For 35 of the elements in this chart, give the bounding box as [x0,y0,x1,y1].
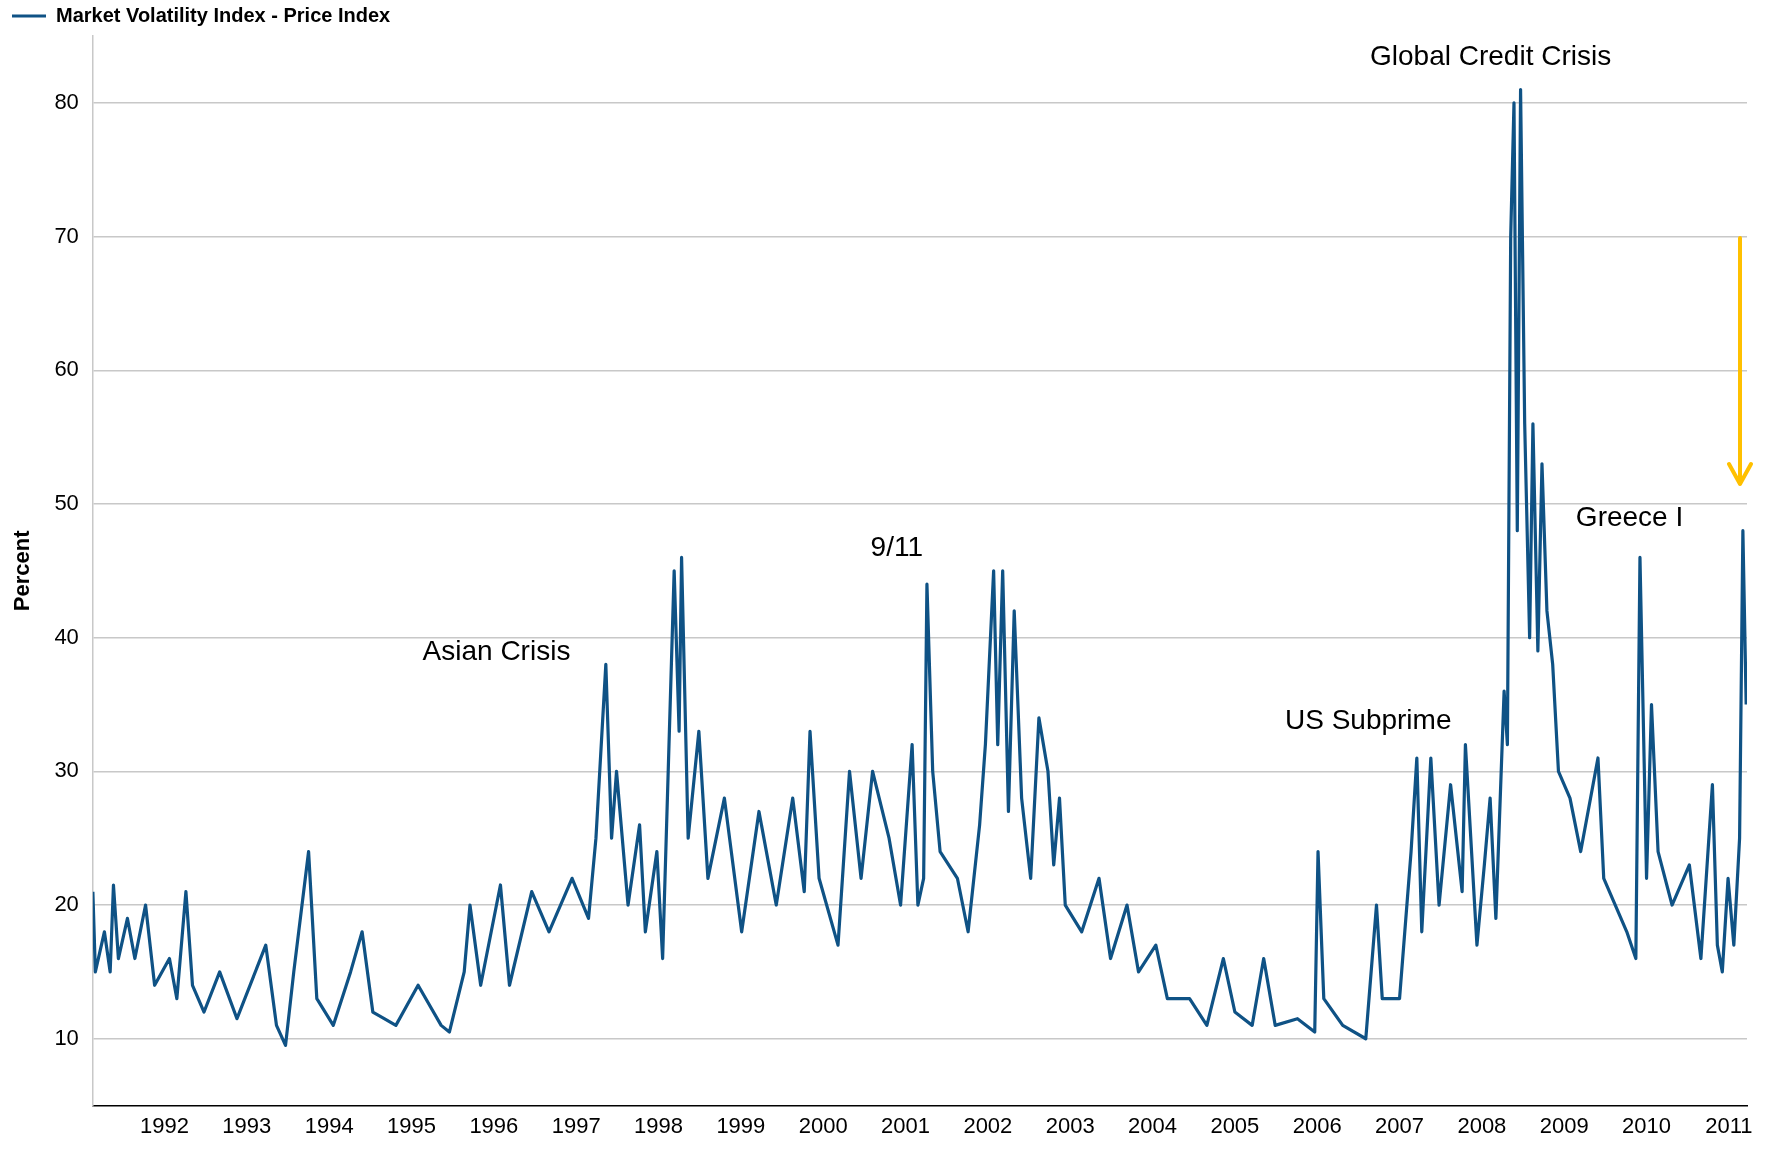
x-tick-label: 2006 [1292,1112,1342,1138]
y-tick-label: 40 [54,623,79,649]
x-tick-label: 2000 [798,1112,848,1138]
x-tick-label: 1996 [469,1112,519,1138]
x-tick-label: 2005 [1210,1112,1260,1138]
y-tick-label: 20 [54,891,79,917]
annotation: Greece I [1575,500,1684,532]
x-tick-label: 2004 [1128,1112,1178,1138]
x-tick-label: 2002 [963,1112,1013,1138]
x-tick-label: 2003 [1045,1112,1095,1138]
y-tick-label: 70 [54,222,79,248]
x-tick-label: 1992 [140,1112,189,1138]
y-tick-label: 80 [54,88,79,114]
annotation: 9/11 [870,530,923,562]
y-tick-label: 10 [54,1024,79,1050]
x-tick-label: 2008 [1457,1112,1507,1138]
x-tick-label: 1995 [387,1112,436,1138]
y-tick-label: 50 [54,490,79,516]
x-tick-label: 2001 [881,1112,930,1138]
x-tick-label: 2009 [1539,1112,1589,1138]
x-tick-label: 1999 [716,1112,766,1138]
annotation: US Subprime [1284,704,1452,736]
legend-label: Market Volatility Index - Price Index [56,3,391,26]
y-tick-label: 30 [54,757,79,783]
x-tick-label: 2010 [1622,1112,1672,1138]
x-tick-label: 1997 [551,1112,601,1138]
x-tick-label: 1994 [304,1112,354,1138]
x-tick-label: 2011 [1705,1112,1753,1138]
x-tick-label: 2007 [1375,1112,1425,1138]
y-axis-title: Percent [9,529,35,612]
annotation: Asian Crisis [422,634,571,666]
annotation: Global Credit Crisis [1370,39,1612,71]
y-tick-label: 60 [54,356,79,382]
x-tick-label: 1998 [634,1112,683,1138]
x-tick-label: 1993 [222,1112,272,1138]
